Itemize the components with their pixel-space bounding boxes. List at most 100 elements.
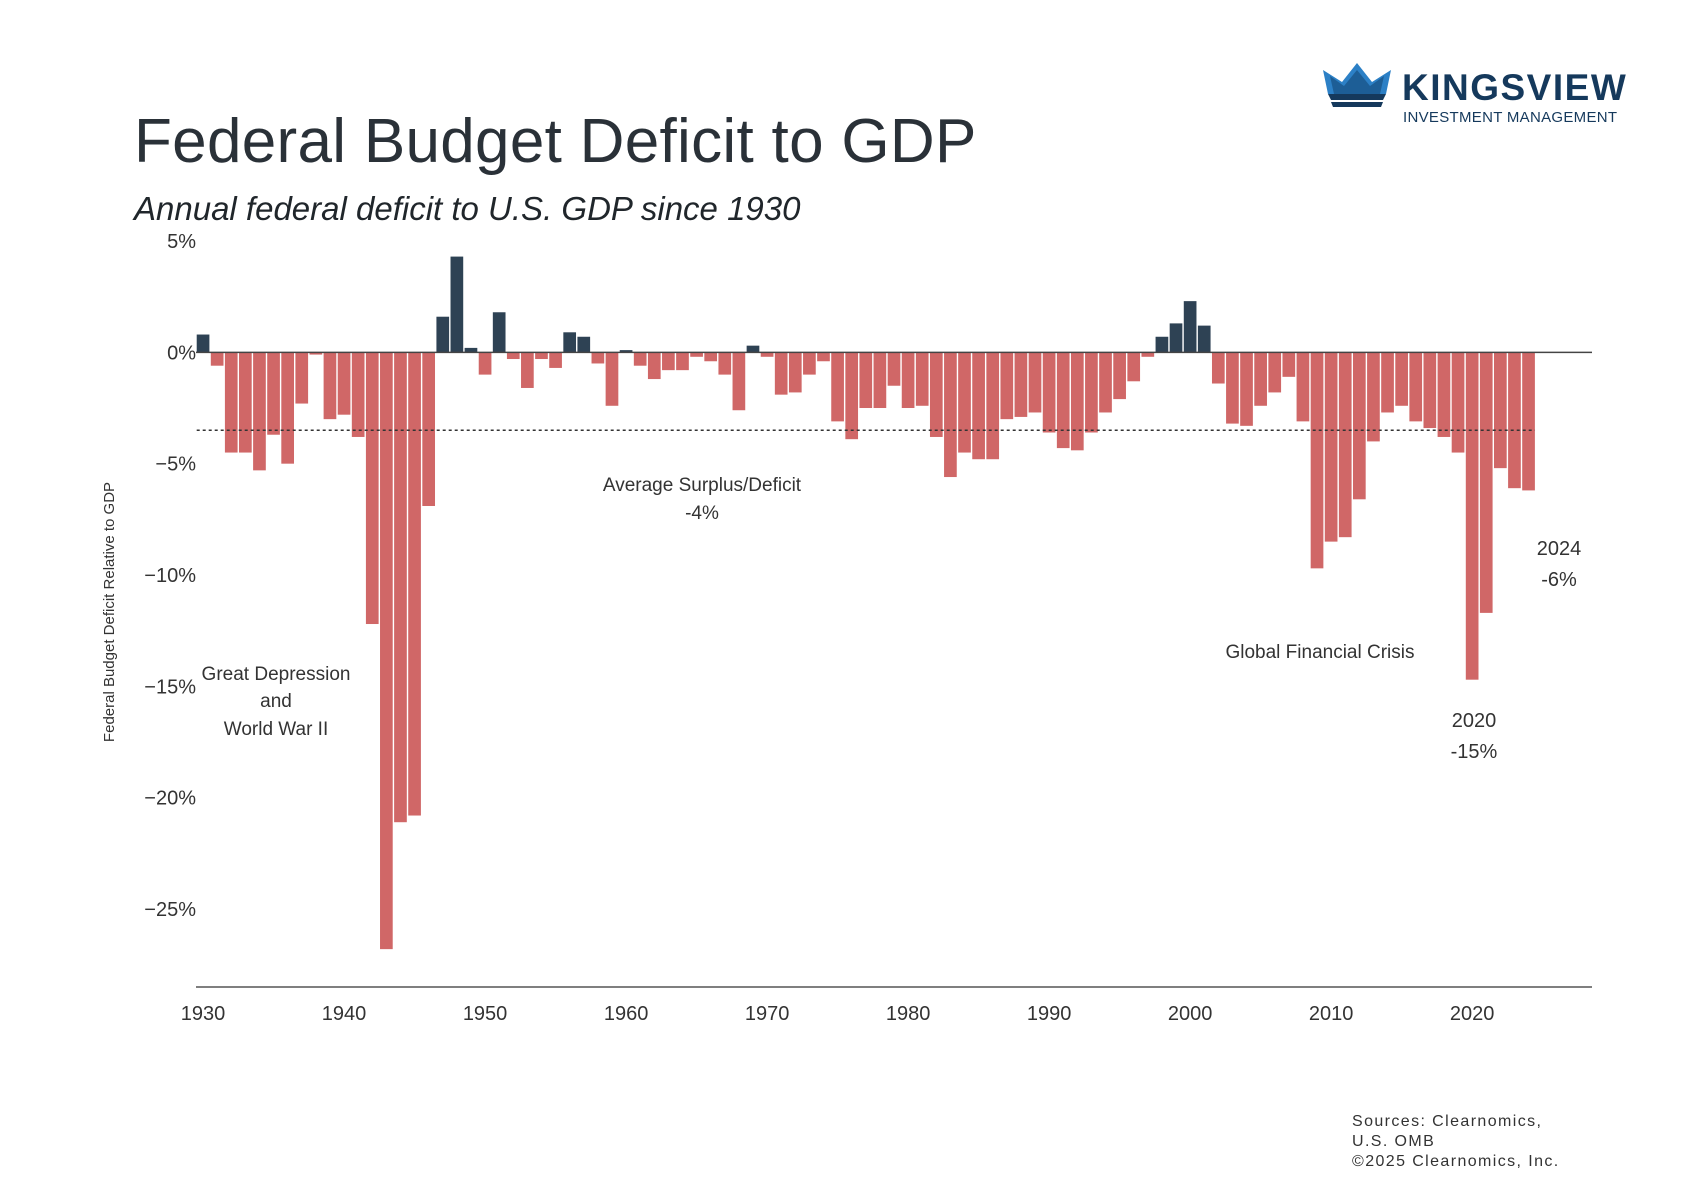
y-tick-label: 0% [167, 342, 196, 364]
annotation-2024: 2024 -6% [1537, 538, 1582, 591]
chart-title: Federal Budget Deficit to GDP [134, 107, 977, 176]
bar-1998 [1155, 336, 1169, 353]
bar-1986 [986, 352, 1000, 460]
bar-2009 [1310, 352, 1324, 569]
bar-1987 [1000, 352, 1014, 420]
kingsview-logo: KINGSVIEW INVESTMENT MANAGEMENT [1322, 62, 1626, 132]
y-tick-label: −20% [144, 788, 196, 810]
annotation-line: World War II [224, 719, 329, 740]
bar-2002 [1211, 352, 1225, 384]
bar-1970 [760, 352, 774, 357]
sources-note: Sources: Clearnomics, U.S. OMB ©2025 Cle… [1352, 1112, 1560, 1172]
bar-2016 [1409, 352, 1423, 422]
bar-1944 [394, 352, 407, 823]
x-tick-label: 1950 [463, 1003, 508, 1025]
bar-1975 [831, 352, 844, 422]
bar-1989 [1028, 352, 1042, 413]
bar-1974 [817, 352, 830, 362]
bar-1932 [224, 352, 238, 453]
crown-icon [1323, 63, 1391, 107]
x-tick-label: 1970 [745, 1003, 790, 1025]
bar-1981 [915, 352, 929, 406]
bar-1994 [1099, 352, 1112, 413]
x-tick-label: 2020 [1450, 1003, 1495, 1025]
bar-1942 [365, 352, 379, 625]
bar-1934 [253, 352, 266, 471]
bar-1999 [1169, 323, 1183, 353]
bar-1933 [239, 352, 252, 453]
bar-1991 [1056, 352, 1070, 449]
bar-2023 [1508, 352, 1521, 489]
annotation-depression: Great Depression and World War II [202, 664, 351, 740]
bar-1961 [633, 352, 647, 366]
bar-1983 [944, 352, 957, 478]
bar-1979 [887, 352, 901, 386]
bar-1940 [337, 352, 351, 415]
bar-2013 [1367, 352, 1380, 442]
bar-1943 [380, 352, 393, 950]
average-value-label: -4% [685, 503, 719, 524]
bar-1968 [732, 352, 746, 411]
annotation-line: -6% [1541, 569, 1577, 591]
y-axis-title: Federal Budget Deficit Relative to GDP [101, 482, 118, 742]
bar-1978 [873, 352, 887, 409]
bar-1963 [662, 352, 675, 371]
sources-line: U.S. OMB [1352, 1133, 1436, 1150]
bar-2008 [1296, 352, 1310, 422]
bar-2014 [1381, 352, 1394, 413]
bar-1948 [450, 256, 464, 353]
bar-1955 [549, 352, 562, 368]
bar-1995 [1113, 352, 1126, 400]
bar-1946 [422, 352, 436, 506]
bar-1969 [746, 345, 760, 353]
bar-1965 [690, 352, 703, 357]
bar-1958 [591, 352, 605, 364]
bar-1962 [647, 352, 661, 380]
bar-1954 [535, 352, 548, 360]
bar-1957 [577, 336, 591, 353]
bar-1937 [295, 352, 309, 404]
bar-2018 [1437, 352, 1451, 437]
x-axis-ticks: 1930 1940 1950 1960 1970 1980 1990 2000 2010 2020 [181, 1003, 1495, 1025]
bar-2020 [1465, 352, 1479, 680]
y-tick-label: −10% [144, 565, 196, 587]
bar-1945 [408, 352, 421, 816]
bar-1959 [605, 352, 619, 406]
bar-1952 [506, 352, 520, 360]
bar-1953 [521, 352, 534, 388]
bar-1992 [1070, 352, 1084, 451]
annotation-line: and [260, 691, 292, 712]
logo-tagline: INVESTMENT MANAGEMENT [1403, 109, 1618, 126]
bar-1973 [803, 352, 816, 375]
x-tick-label: 1940 [322, 1003, 367, 1025]
bar-1988 [1014, 352, 1028, 417]
bar-1984 [958, 352, 971, 453]
bar-1996 [1127, 352, 1141, 382]
bar-1967 [718, 352, 732, 375]
x-tick-label: 2010 [1309, 1003, 1354, 1025]
bar-2012 [1352, 352, 1366, 500]
sources-line: ©2025 Clearnomics, Inc. [1352, 1153, 1560, 1170]
x-tick-label: 1930 [181, 1003, 226, 1025]
bar-2006 [1268, 352, 1282, 393]
bar-2000 [1183, 301, 1197, 353]
bar-1993 [1085, 352, 1098, 433]
bar-1976 [845, 352, 859, 440]
x-tick-label: 1990 [1027, 1003, 1072, 1025]
bar-1936 [281, 352, 294, 464]
bar-2015 [1395, 352, 1408, 406]
bar-2001 [1197, 325, 1211, 353]
bar-2003 [1226, 352, 1239, 424]
annotation-line: Great Depression [202, 664, 351, 685]
annotation-line: 2024 [1537, 538, 1582, 560]
bar-2022 [1494, 352, 1507, 469]
y-tick-label: −25% [144, 899, 196, 921]
annotation-line: -15% [1451, 741, 1498, 763]
bar-1956 [563, 332, 577, 353]
bar-2010 [1324, 352, 1338, 542]
logo-name: KINGSVIEW [1402, 67, 1628, 108]
bar-2017 [1423, 352, 1437, 429]
bar-1982 [929, 352, 943, 437]
x-tick-label: 1980 [886, 1003, 931, 1025]
